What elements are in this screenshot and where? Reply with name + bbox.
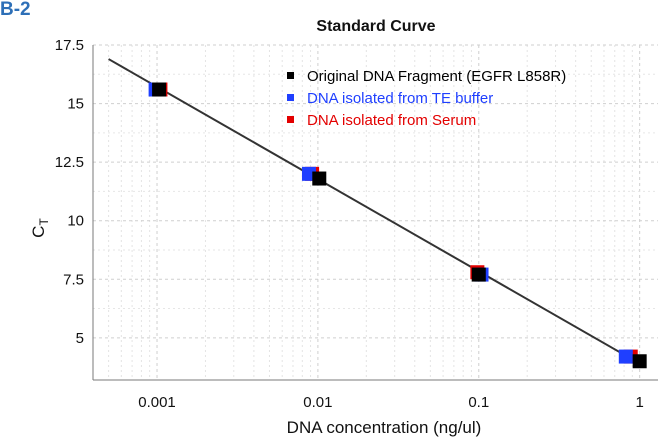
chart-title: Standard Curve [316, 18, 435, 35]
grid [92, 44, 658, 380]
data-point-series-1 [618, 349, 633, 364]
legend-label: DNA isolated from Serum [307, 112, 476, 129]
fit-line [108, 58, 641, 365]
y-tick-label: 10 [67, 213, 84, 230]
x-tick-labels: 0.001 0.01 0.1 1 [138, 394, 644, 411]
y-tick-label: 15 [67, 96, 84, 113]
fit-line-group [108, 58, 641, 365]
legend-marker [287, 116, 294, 123]
y-tick-label: 12.5 [55, 154, 84, 171]
legend-label: DNA isolated from TE buffer [307, 90, 493, 107]
data-point-series-2 [632, 354, 647, 369]
data-point-series-2 [152, 82, 167, 97]
legend-marker [287, 72, 294, 79]
data-points [148, 82, 647, 369]
y-tick-label: 7.5 [63, 271, 84, 288]
x-tick-label: 1 [635, 394, 643, 411]
legend: Original DNA Fragment (EGFR L858R) DNA is… [287, 68, 566, 129]
panel-label: B-2 [0, 0, 31, 20]
data-point-series-2 [471, 267, 486, 282]
y-axis-title-subscript: T [37, 218, 51, 226]
x-tick-label: 0.001 [138, 394, 176, 411]
axes [92, 45, 658, 381]
legend-marker [287, 94, 294, 101]
x-tick-label: 0.1 [468, 394, 489, 411]
x-axis-title: DNA concentration (ng/ul) [287, 418, 482, 437]
svg-text:CT: CT [29, 218, 51, 238]
legend-label: Original DNA Fragment (EGFR L858R) [307, 68, 566, 85]
y-axis-title-main: C [29, 226, 48, 238]
x-tick-label: 0.01 [303, 394, 332, 411]
y-axis-title: CT [29, 218, 51, 238]
y-tick-label: 17.5 [55, 37, 84, 54]
y-tick-labels: 5 7.5 10 12.5 15 17.5 [55, 37, 84, 347]
y-tick-label: 5 [76, 330, 84, 347]
data-point-series-2 [312, 171, 327, 186]
